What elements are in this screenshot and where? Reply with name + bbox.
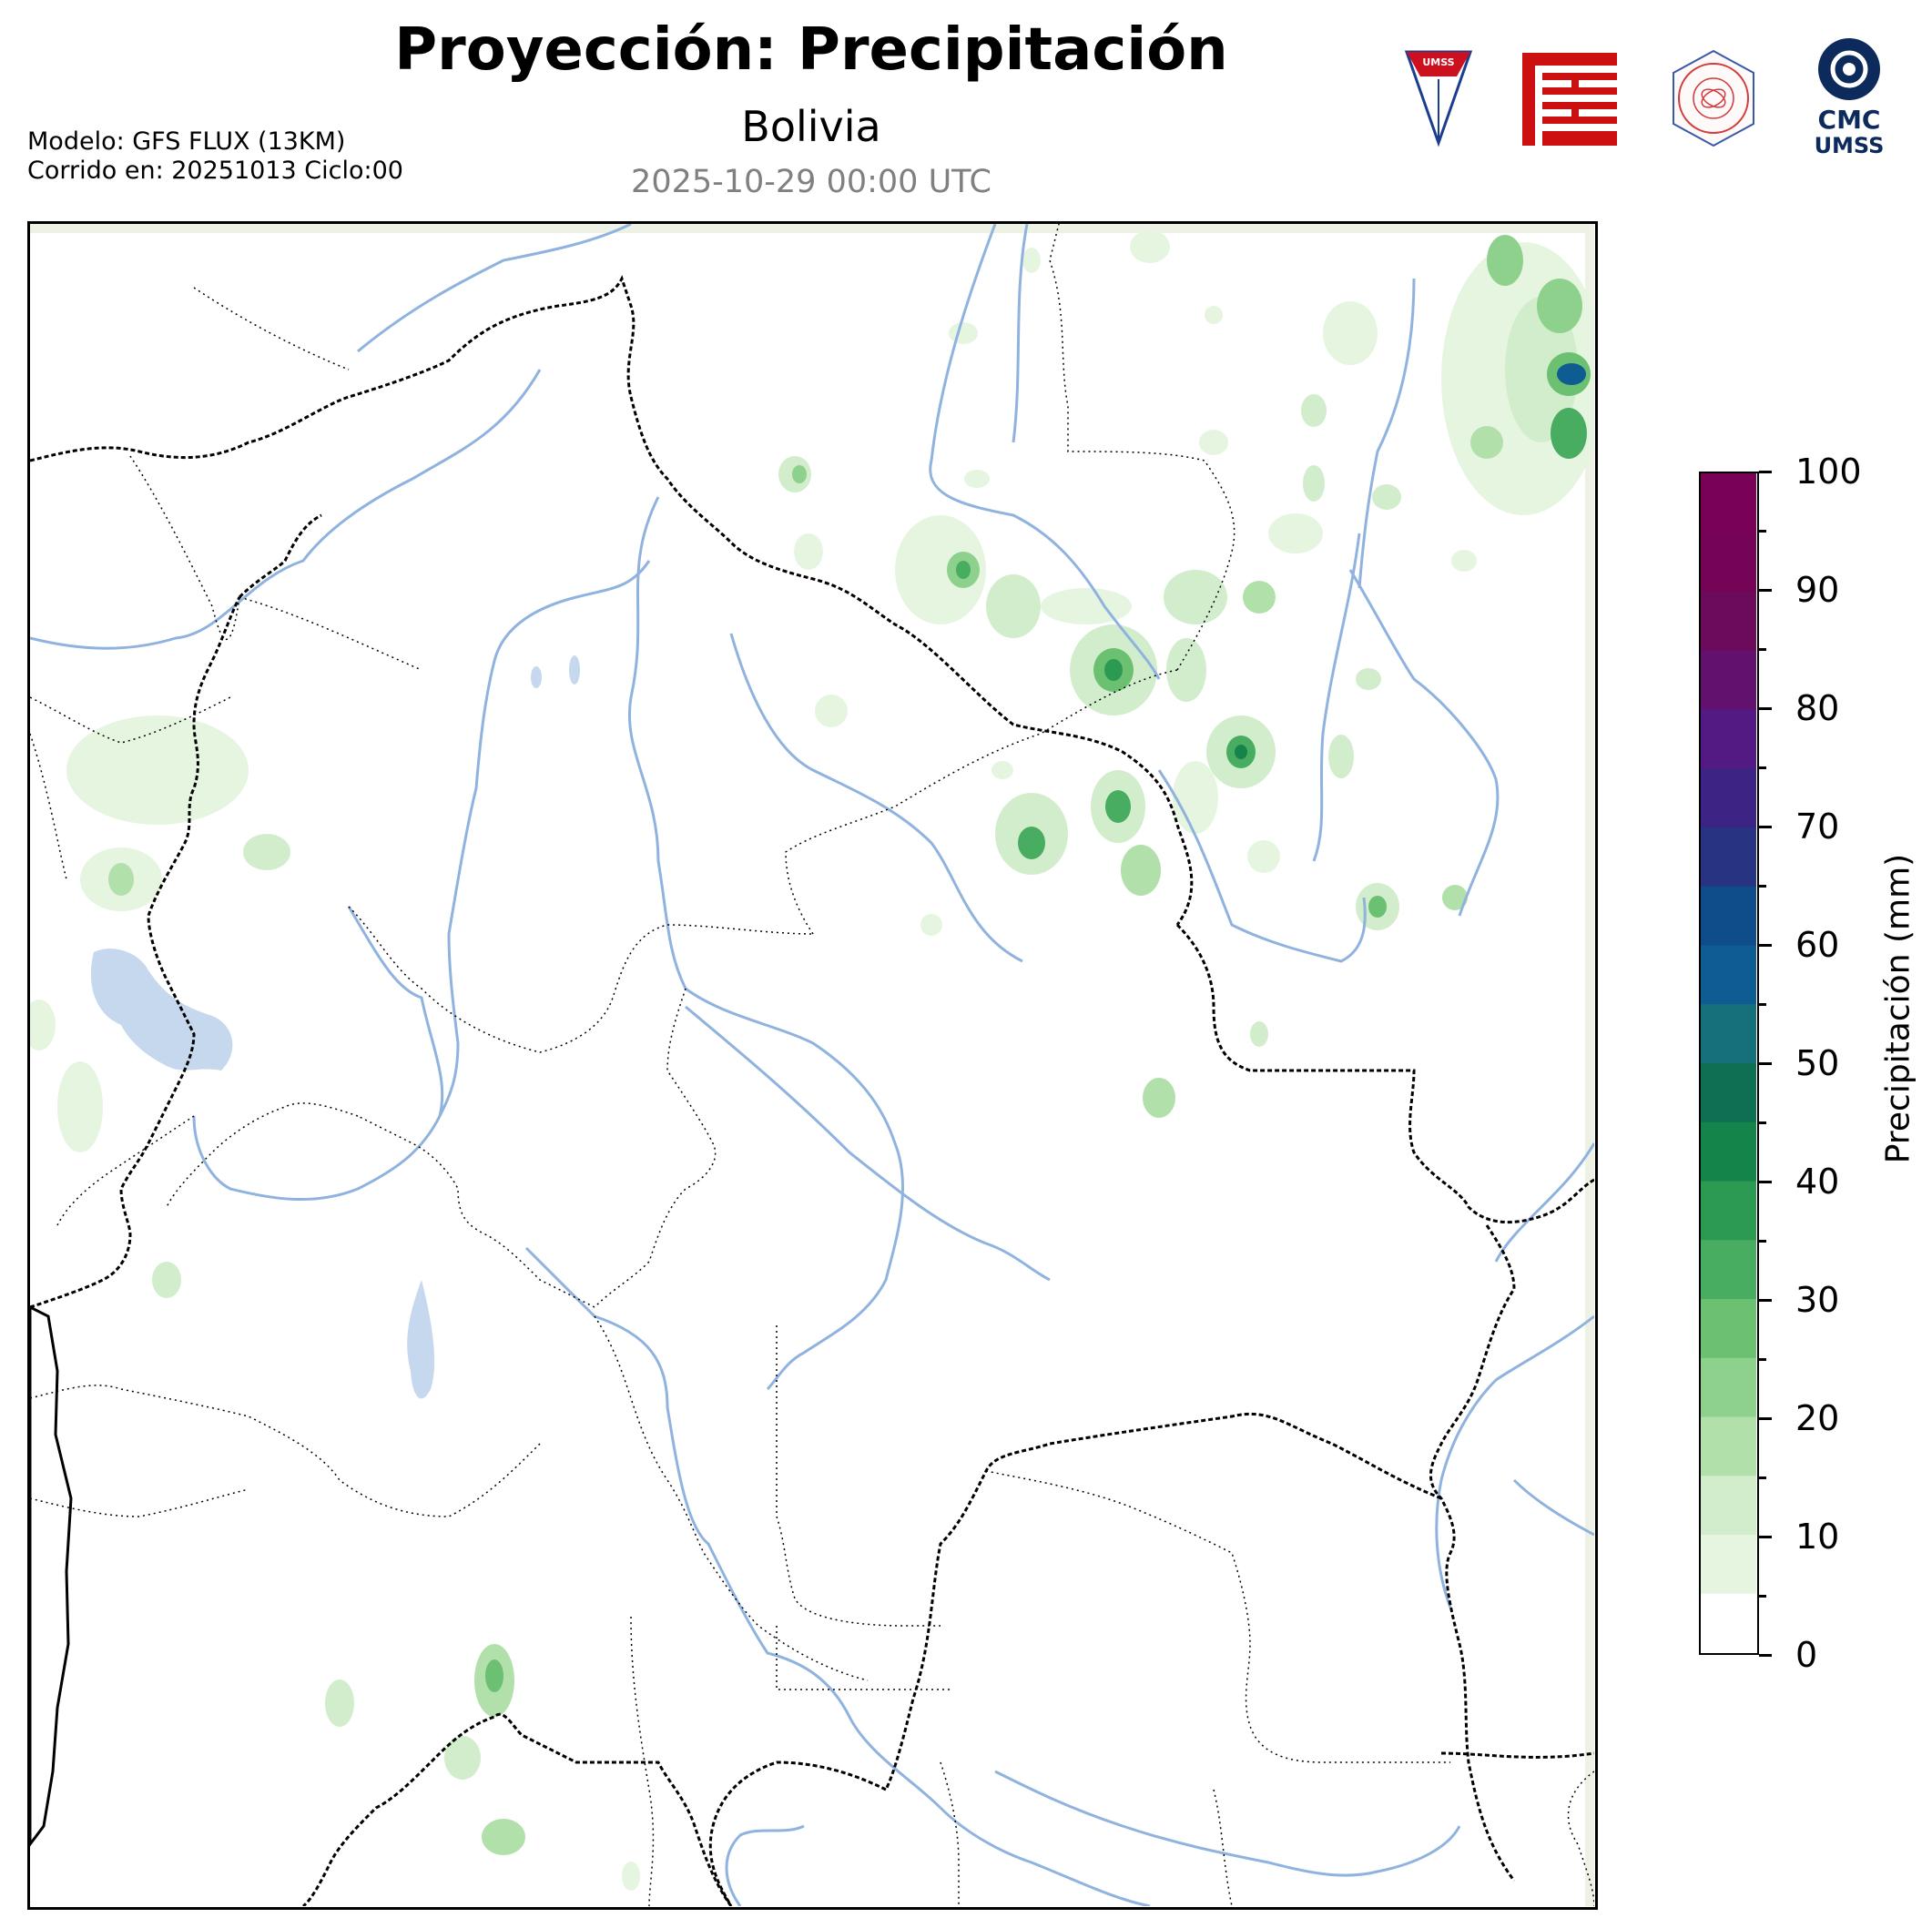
colorbar-tick-mark <box>1759 530 1766 533</box>
colorbar-tick-label: 70 <box>1795 807 1840 847</box>
colorbar-tick-label: 10 <box>1795 1517 1840 1557</box>
colorbar-bin <box>1701 650 1756 710</box>
colorbar-gradient <box>1701 473 1756 1653</box>
fcyt-logo-icon <box>1522 53 1617 146</box>
colorbar-tick-label: 60 <box>1795 925 1840 965</box>
cmc-logo-bottom-text: UMSS <box>1815 133 1885 158</box>
colorbar-bin <box>1701 827 1756 887</box>
colorbar-tick-mark <box>1759 648 1766 651</box>
colorbar-tick-mark <box>1759 1003 1766 1006</box>
run-info: Modelo: GFS FLUX (13KM) Corrido en: 2025… <box>27 127 403 186</box>
colorbar-tick-mark <box>1759 1121 1766 1124</box>
cmc-logo-top-text: CMC <box>1818 105 1881 135</box>
colorbar-bin <box>1701 1181 1756 1241</box>
colorbar-bin <box>1701 1475 1756 1535</box>
lake-titicaca <box>90 949 233 1071</box>
cmc-logo-icon: CMC UMSS <box>1807 36 1891 159</box>
colorbar-tick-mark <box>1759 1062 1772 1065</box>
colorbar-tick-mark <box>1759 944 1772 947</box>
colorbar-tick-mark <box>1759 1595 1766 1598</box>
pacific-coastline <box>30 1305 73 1847</box>
region-subtitle: Bolivia <box>741 102 881 151</box>
colorbar-tick-mark <box>1759 1181 1772 1183</box>
map-canvas <box>30 224 1594 1906</box>
colorbar-bin <box>1701 945 1756 1005</box>
colorbar-tick-mark <box>1759 885 1766 888</box>
colorbar-tick-mark <box>1759 589 1772 592</box>
lakes-layer <box>90 655 580 1399</box>
colorbar-bin <box>1701 709 1756 769</box>
colorbar-label: Precipitación (mm) <box>1879 853 1917 1164</box>
precipitation-layer <box>30 230 1594 1891</box>
department-borders <box>30 224 1594 1906</box>
colorbar-tick-label: 50 <box>1795 1043 1840 1083</box>
colorbar-tick-mark <box>1759 766 1766 769</box>
colorbar-bin <box>1701 1593 1756 1653</box>
map-panel <box>27 221 1598 1910</box>
colorbar-tick-label: 80 <box>1795 688 1840 728</box>
colorbar-bin <box>1701 473 1756 533</box>
colorbar-tick-label: 40 <box>1795 1162 1840 1202</box>
rivers-layer <box>30 224 1594 1906</box>
colorbar-tick-mark <box>1759 471 1772 473</box>
umss-shield-icon: UMSS <box>1402 47 1475 147</box>
colorbar-tick-mark <box>1759 1240 1766 1243</box>
national-borders <box>30 275 1594 1906</box>
title: Proyección: Precipitación <box>394 16 1228 84</box>
colorbar-tick-mark <box>1759 1476 1766 1479</box>
colorbar-tick-mark <box>1759 707 1772 710</box>
physics-seal-icon <box>1666 47 1761 149</box>
colorbar-bin <box>1701 1062 1756 1122</box>
colorbar-tick-label: 90 <box>1795 570 1840 610</box>
valid-time: 2025-10-29 00:00 UTC <box>631 164 991 200</box>
colorbar-tick-label: 20 <box>1795 1398 1840 1438</box>
colorbar-bin <box>1701 591 1756 651</box>
colorbar-bin <box>1701 1298 1756 1358</box>
colorbar-tick-mark <box>1759 1536 1772 1538</box>
lake-poopo <box>407 1280 435 1399</box>
colorbar-tick-label: 0 <box>1795 1635 1818 1675</box>
colorbar <box>1699 472 1759 1655</box>
colorbar-bin <box>1701 1239 1756 1299</box>
colorbar-bin <box>1701 1416 1756 1476</box>
colorbar-tick-mark <box>1759 1299 1772 1302</box>
colorbar-bin <box>1701 1357 1756 1417</box>
model-text: Modelo: GFS FLUX (13KM) <box>27 127 346 156</box>
colorbar-bin <box>1701 1534 1756 1594</box>
colorbar-bin <box>1701 532 1756 592</box>
run-text: Corrido en: 20251013 Ciclo:00 <box>27 157 403 185</box>
colorbar-tick-mark <box>1759 826 1772 828</box>
colorbar-bin <box>1701 886 1756 946</box>
colorbar-bin <box>1701 1003 1756 1063</box>
colorbar-tick-mark <box>1759 1654 1772 1657</box>
colorbar-tick-label: 100 <box>1795 452 1862 492</box>
colorbar-bin <box>1701 767 1756 827</box>
umss-shield-text: UMSS <box>1422 56 1454 68</box>
colorbar-tick-mark <box>1759 1417 1772 1420</box>
colorbar-tick-mark <box>1759 1358 1766 1361</box>
colorbar-tick-label: 30 <box>1795 1280 1840 1320</box>
colorbar-bin <box>1701 1121 1756 1182</box>
